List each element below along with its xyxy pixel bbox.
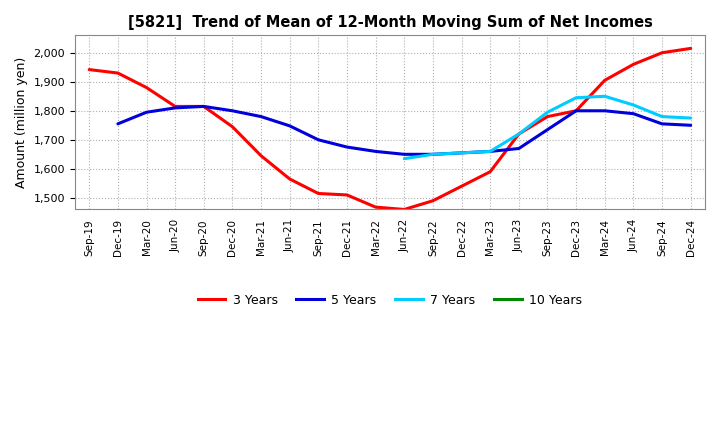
5 Years [486,149,495,154]
3 Years [543,114,552,119]
5 Years [142,110,150,115]
5 Years [257,114,266,119]
3 Years [171,104,179,109]
5 Years [400,152,408,157]
5 Years [114,121,122,126]
3 Years [314,191,323,196]
7 Years [400,156,408,161]
3 Years [85,67,94,72]
7 Years [686,115,695,121]
7 Years [629,103,638,108]
5 Years [515,146,523,151]
Line: 7 Years: 7 Years [404,96,690,159]
7 Years [600,94,609,99]
5 Years [199,104,208,109]
3 Years [572,108,580,114]
3 Years [372,205,380,210]
7 Years [515,132,523,137]
3 Years [486,169,495,174]
7 Years [428,152,437,157]
3 Years [657,50,666,55]
Line: 3 Years: 3 Years [89,48,690,209]
7 Years [543,110,552,115]
3 Years [600,78,609,83]
5 Years [314,137,323,143]
5 Years [372,149,380,154]
3 Years [142,85,150,90]
5 Years [629,111,638,116]
7 Years [657,114,666,119]
5 Years [543,127,552,132]
3 Years [400,207,408,212]
5 Years [600,108,609,114]
3 Years [343,192,351,198]
Legend: 3 Years, 5 Years, 7 Years, 10 Years: 3 Years, 5 Years, 7 Years, 10 Years [193,289,588,312]
Title: [5821]  Trend of Mean of 12-Month Moving Sum of Net Incomes: [5821] Trend of Mean of 12-Month Moving … [127,15,652,30]
5 Years [343,144,351,150]
5 Years [657,121,666,126]
3 Years [285,176,294,182]
3 Years [428,198,437,203]
3 Years [257,153,266,158]
7 Years [486,149,495,154]
7 Years [572,95,580,100]
Y-axis label: Amount (million yen): Amount (million yen) [15,57,28,188]
3 Years [515,132,523,137]
5 Years [572,108,580,114]
5 Years [686,123,695,128]
7 Years [457,150,466,155]
5 Years [228,108,237,114]
3 Years [228,124,237,129]
Line: 5 Years: 5 Years [118,106,690,154]
3 Years [199,104,208,109]
5 Years [457,150,466,155]
3 Years [629,62,638,67]
5 Years [285,123,294,128]
5 Years [171,105,179,110]
3 Years [686,46,695,51]
5 Years [428,152,437,157]
3 Years [114,70,122,76]
3 Years [457,183,466,189]
